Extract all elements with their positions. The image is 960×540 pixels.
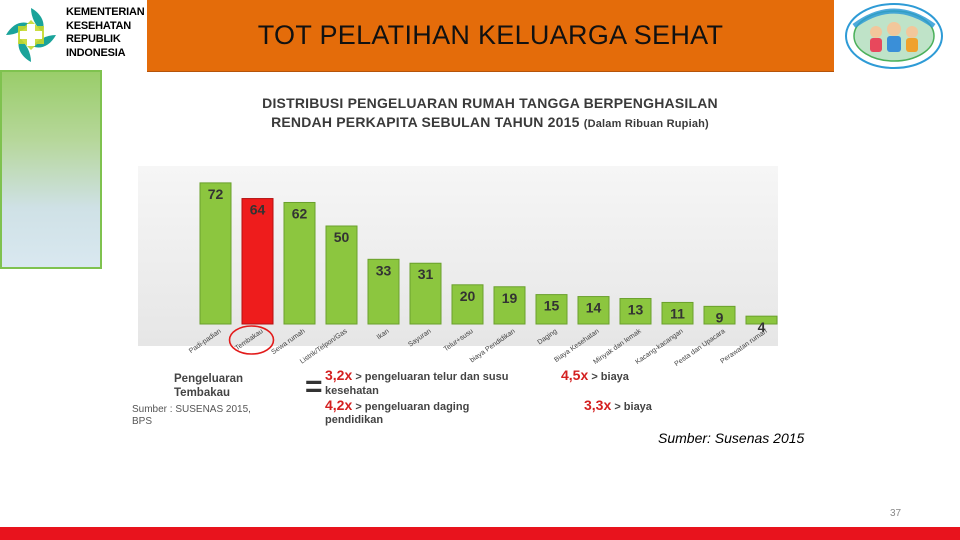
bar-value-label: 20	[460, 288, 476, 304]
highlight-circle	[228, 325, 275, 355]
bar-value-label: 15	[544, 298, 560, 314]
category-label: Telur+susu	[443, 328, 475, 353]
bar-value-label: 72	[208, 186, 224, 202]
logo-line: KESEHATAN	[66, 19, 132, 32]
page-title: TOT PELATIHAN KELUARGA SEHAT	[257, 20, 724, 50]
bar-8	[535, 294, 568, 325]
source-caption: Sumber: Susenas 2015	[658, 430, 805, 446]
note-text: > pengeluaran daging	[355, 401, 470, 413]
page-number: 37	[890, 508, 902, 519]
bar-value-label: 11	[670, 305, 685, 321]
category-label: Listrik/Telpon/Gas	[299, 328, 349, 366]
chart-image: DISTRIBUSI PENGELUARAN RUMAH TANGGA BERP…	[128, 86, 788, 432]
note-cont-education: pendidikan	[325, 414, 384, 426]
chart-unit: (Dalam Ribuan Rupiah)	[583, 118, 709, 130]
note-label: Pengeluaran Tembakau	[174, 372, 243, 400]
bar-13	[745, 315, 778, 325]
chart-title-block: DISTRIBUSI PENGELUARAN RUMAH TANGGA BERP…	[200, 94, 780, 134]
note-label-line: Tembakau	[174, 387, 231, 399]
multiplier: 3,3x	[584, 397, 612, 413]
bottom-accent-bar	[0, 527, 960, 540]
category-label: biaya Pendidikan	[469, 328, 517, 364]
multiplier: 4,2x	[325, 397, 353, 413]
note-cont-health: kesehatan	[325, 385, 379, 397]
bar-value-label: 31	[418, 266, 434, 282]
bar-4	[367, 258, 400, 325]
kemenkes-logo: KEMENTERIAN KESEHATAN REPUBLIK INDONESIA	[0, 0, 148, 72]
bar-12	[703, 305, 736, 325]
kemenkes-logo-text: KEMENTERIAN KESEHATAN REPUBLIK INDONESIA	[66, 6, 148, 60]
bar-10	[619, 298, 652, 325]
note-item-health: 4,5x > biaya	[561, 367, 629, 384]
bar-6	[451, 284, 484, 325]
note-text: > biaya	[591, 371, 629, 383]
bar-2	[283, 201, 316, 325]
note-text: > pengeluaran telur dan susu	[355, 371, 509, 383]
bar-value-label: 33	[376, 262, 392, 278]
logo-line: INDONESIA	[66, 46, 126, 59]
note-item-meat: 4,2x > pengeluaran daging	[325, 397, 470, 414]
category-label: Padi-padian	[188, 328, 223, 355]
bar-value-label: 13	[628, 302, 644, 318]
category-label: Perawatan rumah	[719, 328, 768, 365]
note-item-education: 3,3x > biaya	[584, 397, 652, 414]
category-label: Daging	[536, 328, 558, 347]
bar-value-label: 19	[502, 290, 518, 306]
category-label: Sewa rumah	[270, 328, 306, 356]
bar-value-label: 4	[758, 319, 766, 335]
bar-11	[661, 301, 694, 325]
bar-5	[409, 262, 442, 325]
kemenkes-logo-icon	[4, 8, 58, 62]
title-bar: TOT PELATIHAN KELUARGA SEHAT	[147, 0, 834, 72]
logo-line: REPUBLIK	[66, 33, 121, 45]
bar-value-label: 14	[586, 300, 602, 316]
category-label: Tembakau	[234, 328, 265, 352]
bar-3	[325, 225, 358, 325]
bar-1	[241, 198, 274, 325]
equals-sign: =	[305, 370, 323, 403]
decorative-side-panel	[0, 70, 102, 269]
note-text: > biaya	[614, 401, 652, 413]
chart-source: Sumber : SUSENAS 2015, BPS	[132, 404, 251, 428]
bar-value-label: 9	[716, 309, 724, 325]
keluarga-sehat-logo	[845, 3, 943, 69]
multiplier: 3,2x	[325, 367, 353, 383]
bar-9	[577, 296, 610, 325]
bar-value-label: 50	[334, 229, 350, 245]
logo-line: KEMENTERIAN	[66, 6, 145, 18]
note-label-line: Pengeluaran	[174, 373, 244, 385]
chart-source-line: Sumber : SUSENAS 2015,	[132, 404, 251, 415]
chart-title: DISTRIBUSI PENGELUARAN RUMAH TANGGA BERP…	[262, 95, 718, 111]
bar-7	[493, 286, 526, 325]
bar-0	[199, 182, 232, 325]
category-label: Ikan	[376, 328, 391, 341]
chart-subtitle: RENDAH PERKAPITA SEBULAN TAHUN 2015	[271, 114, 580, 130]
bar-value-label: 62	[292, 205, 308, 221]
multiplier: 4,5x	[561, 367, 589, 383]
bar-chart: 72 Padi-padian 64 Tembakau 62 Sewa rumah 50 Lis…	[188, 182, 778, 368]
note-item-eggs-milk: 3,2x > pengeluaran telur dan susu	[325, 367, 509, 384]
bar-value-label: 64	[250, 202, 266, 218]
category-label: Sayuran	[407, 328, 432, 349]
chart-source-line: BPS	[132, 416, 153, 427]
